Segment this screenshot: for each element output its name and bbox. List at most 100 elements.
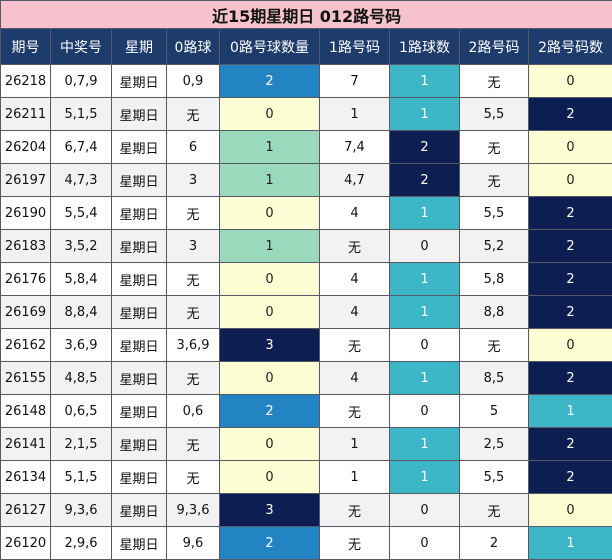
cell-period: 26176: [1, 263, 51, 296]
cell-route1-numbers: 无: [320, 395, 390, 428]
cell-winning-number: 5,1,5: [51, 98, 112, 131]
cell-weekday: 星期日: [112, 263, 167, 296]
cell-route0-count: 3: [220, 494, 320, 527]
cell-period: 26141: [1, 428, 51, 461]
cell-route2-numbers: 8,5: [460, 362, 529, 395]
cell-route1-numbers: 4: [320, 362, 390, 395]
cell-route1-numbers: 1: [320, 98, 390, 131]
cell-period: 26197: [1, 164, 51, 197]
cell-route1-numbers: 4: [320, 296, 390, 329]
cell-weekday: 星期日: [112, 527, 167, 560]
cell-route0-balls: 无: [167, 98, 220, 131]
cell-winning-number: 4,7,3: [51, 164, 112, 197]
cell-route2-count: 2: [529, 461, 612, 494]
header-route0-balls: 0路球: [167, 29, 220, 65]
cell-route1-numbers: 无: [320, 230, 390, 263]
cell-period: 26169: [1, 296, 51, 329]
cell-route1-numbers: 1: [320, 428, 390, 461]
cell-period: 26211: [1, 98, 51, 131]
cell-route1-numbers: 4: [320, 263, 390, 296]
cell-route1-count: 0: [390, 230, 460, 263]
cell-route1-count: 1: [390, 98, 460, 131]
cell-winning-number: 5,8,4: [51, 263, 112, 296]
cell-route1-count: 2: [390, 164, 460, 197]
cell-route2-numbers: 2,5: [460, 428, 529, 461]
cell-route2-numbers: 5,2: [460, 230, 529, 263]
title-row: 近15期星期日 012路号码: [1, 1, 612, 29]
cell-winning-number: 5,1,5: [51, 461, 112, 494]
cell-route1-numbers: 1: [320, 461, 390, 494]
cell-route0-count: 2: [220, 395, 320, 428]
cell-route2-count: 0: [529, 65, 612, 98]
cell-route2-numbers: 无: [460, 494, 529, 527]
cell-route1-count: 0: [390, 494, 460, 527]
cell-route0-balls: 3: [167, 164, 220, 197]
cell-weekday: 星期日: [112, 98, 167, 131]
header-route2-numbers: 2路号码: [460, 29, 529, 65]
cell-route2-numbers: 2: [460, 527, 529, 560]
cell-period: 26155: [1, 362, 51, 395]
cell-route2-numbers: 无: [460, 131, 529, 164]
cell-route2-numbers: 5,5: [460, 461, 529, 494]
cell-weekday: 星期日: [112, 428, 167, 461]
cell-route2-count: 2: [529, 428, 612, 461]
cell-route2-count: 1: [529, 527, 612, 560]
cell-weekday: 星期日: [112, 494, 167, 527]
cell-route2-numbers: 5,5: [460, 197, 529, 230]
cell-route0-balls: 无: [167, 362, 220, 395]
cell-route0-count: 0: [220, 263, 320, 296]
cell-period: 26127: [1, 494, 51, 527]
cell-period: 26190: [1, 197, 51, 230]
cell-winning-number: 2,1,5: [51, 428, 112, 461]
cell-weekday: 星期日: [112, 395, 167, 428]
cell-route2-count: 1: [529, 395, 612, 428]
cell-route0-count: 2: [220, 65, 320, 98]
cell-winning-number: 3,6,9: [51, 329, 112, 362]
cell-route0-balls: 3: [167, 230, 220, 263]
cell-route0-count: 0: [220, 461, 320, 494]
cell-route0-balls: 9,6: [167, 527, 220, 560]
cell-period: 26148: [1, 395, 51, 428]
table-title: 近15期星期日 012路号码: [1, 1, 612, 29]
cell-route1-count: 0: [390, 395, 460, 428]
header-period: 期号: [1, 29, 51, 65]
cell-period: 26218: [1, 65, 51, 98]
cell-route2-count: 0: [529, 131, 612, 164]
header-route1-count: 1路球数: [390, 29, 460, 65]
cell-route1-count: 1: [390, 296, 460, 329]
cell-route0-count: 0: [220, 428, 320, 461]
cell-winning-number: 6,7,4: [51, 131, 112, 164]
cell-route0-balls: 无: [167, 461, 220, 494]
cell-winning-number: 5,5,4: [51, 197, 112, 230]
cell-route0-balls: 6: [167, 131, 220, 164]
cell-route1-numbers: 无: [320, 329, 390, 362]
cell-weekday: 星期日: [112, 461, 167, 494]
cell-period: 26120: [1, 527, 51, 560]
cell-route0-count: 1: [220, 230, 320, 263]
cell-route1-count: 1: [390, 362, 460, 395]
cell-winning-number: 3,5,2: [51, 230, 112, 263]
cell-route1-count: 1: [390, 263, 460, 296]
cell-route2-numbers: 无: [460, 164, 529, 197]
cell-winning-number: 0,6,5: [51, 395, 112, 428]
cell-route2-numbers: 8,8: [460, 296, 529, 329]
cell-route1-numbers: 7: [320, 65, 390, 98]
cell-winning-number: 4,8,5: [51, 362, 112, 395]
cell-route2-numbers: 5,8: [460, 263, 529, 296]
cell-route1-count: 1: [390, 65, 460, 98]
cell-route1-count: 1: [390, 461, 460, 494]
cell-route2-numbers: 5: [460, 395, 529, 428]
